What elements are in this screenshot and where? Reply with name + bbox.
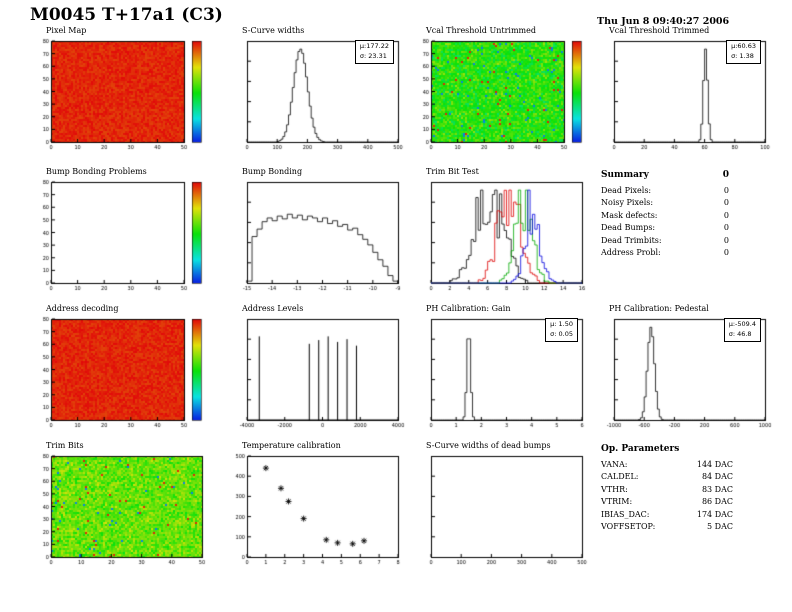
panel-temperature-calibration: Temperature calibration — [230, 441, 408, 573]
op-parameter-value: 84 DAC — [701, 472, 733, 482]
summary-label: Dead Pixels: — [601, 186, 652, 195]
summary-label: Dead Bumps: — [601, 223, 656, 233]
timestamp: Thu Jun 8 09:40:27 2006 — [597, 16, 730, 27]
summary-value: 0 — [723, 235, 729, 245]
panel-vcal-threshold-trimmed: Vcal Threshold Trimmed μ:60.63 σ: 1.38 — [597, 26, 775, 158]
panel-scurve-widths-dead-bumps: S-Curve widths of dead bumps — [414, 441, 592, 573]
summary-row: Noisy Pixels: 0 — [601, 197, 729, 209]
summary-header: Summary 0 — [601, 170, 729, 180]
summary-label: Address Probl: — [601, 247, 661, 257]
panel-title: S-Curve widths of dead bumps — [426, 441, 551, 450]
stats-box: μ: 1.50 σ: 0.05 — [545, 318, 578, 342]
panel-title: Pixel Map — [46, 26, 87, 35]
stats-box: μ:-509.4 σ: 46.8 — [723, 318, 761, 342]
summary-block: Summary 0 Dead Pixels: 0 Noisy Pixels: 0… — [601, 170, 729, 259]
trim-bit-test-plot — [414, 178, 590, 294]
op-parameter-value: 144 DAC — [696, 460, 733, 469]
stat-mean: μ:177.22 — [359, 42, 389, 50]
stat-mean: μ: 1.50 — [550, 320, 573, 328]
address-levels-plot — [230, 315, 406, 431]
stat-mean: μ:60.63 — [731, 42, 756, 50]
op-parameter-row: IBIAS_DAC: 174 DAC — [601, 509, 733, 521]
op-parameter-row: VTHR: 83 DAC — [601, 484, 733, 496]
panel-bump-bonding: Bump Bonding — [230, 167, 408, 299]
page-title: M0045 T+17a1 (C3) — [30, 5, 223, 25]
panel-title: Bump Bonding — [242, 167, 303, 176]
address-decoding-plot — [34, 315, 210, 431]
summary-row: Dead Trimbits: 0 — [601, 235, 729, 247]
panel-title: PH Calibration: Pedestal — [609, 304, 709, 313]
stat-sigma: σ: 46.8 — [728, 329, 752, 338]
op-parameter-value: 86 DAC — [701, 497, 733, 507]
panel-trim-bits: Trim Bits — [34, 441, 212, 573]
summary-row: Dead Bumps: 0 — [601, 222, 729, 234]
panel-vcal-threshold-untrimmed: Vcal Threshold Untrimmed — [414, 26, 592, 158]
summary-label: Dead Trimbits: — [601, 235, 662, 245]
panel-scurve-widths: S-Curve widths μ:177.22 σ: 23.31 — [230, 26, 408, 158]
panel-title: Vcal Threshold Trimmed — [609, 26, 710, 35]
summary-row: Dead Pixels: 0 — [601, 185, 729, 197]
panel-title: Vcal Threshold Untrimmed — [426, 26, 536, 35]
op-parameter-value: 5 DAC — [707, 521, 733, 531]
bump-bonding-problems-plot — [34, 178, 210, 294]
op-parameter-label: VTRIM: — [601, 497, 633, 507]
stats-box: μ:60.63 σ: 1.38 — [726, 40, 761, 64]
op-parameter-row: VTRIM: 86 DAC — [601, 496, 733, 508]
op-parameter-label: VANA: — [601, 460, 628, 469]
summary-value: 0 — [723, 223, 729, 233]
panel-title: PH Calibration: Gain — [426, 304, 511, 313]
panel-address-decoding: Address decoding — [34, 304, 212, 436]
op-parameter-label: IBIAS_DAC: — [601, 509, 650, 519]
summary-title: Summary — [601, 170, 649, 180]
panel-title: Address Levels — [242, 304, 304, 313]
summary-value: 0 — [723, 198, 729, 208]
panel-address-levels: Address Levels — [230, 304, 408, 436]
op-parameter-row: VANA: 144 DAC — [601, 459, 733, 471]
panel-title: Address decoding — [46, 304, 119, 313]
op-parameter-value: 83 DAC — [701, 484, 733, 494]
panel-trim-bit-test: Trim Bit Test — [414, 167, 592, 299]
panel-pixel-map: Pixel Map — [34, 26, 212, 158]
panel-title: Trim Bits — [46, 441, 84, 450]
summary-value: 0 — [723, 186, 729, 195]
temperature-calibration-plot — [230, 452, 406, 568]
panel-bump-bonding-problems: Bump Bonding Problems — [34, 167, 212, 299]
summary-total: 0 — [722, 170, 729, 180]
op-parameter-row: VOFFSETOP: 5 DAC — [601, 521, 733, 533]
op-parameters-header: Op. Parameters — [601, 444, 733, 454]
scurve-widths-dead-bumps-plot — [414, 452, 590, 568]
panel-ph-calibration-pedestal: PH Calibration: Pedestal μ:-509.4 σ: 46.… — [597, 304, 775, 436]
stat-sigma: σ: 0.05 — [550, 329, 573, 338]
summary-row: Mask defects: 0 — [601, 210, 729, 222]
pixel-map-plot — [34, 37, 210, 153]
summary-label: Noisy Pixels: — [601, 198, 654, 208]
op-parameters-block: Op. Parameters VANA: 144 DAC CALDEL: 84 … — [601, 444, 733, 533]
op-parameter-label: VTHR: — [601, 484, 628, 494]
stat-mean: μ:-509.4 — [728, 320, 756, 328]
panel-ph-calibration-gain: PH Calibration: Gain μ: 1.50 σ: 0.05 — [414, 304, 592, 436]
stat-sigma: σ: 23.31 — [359, 51, 387, 60]
summary-row: Address Probl: 0 — [601, 247, 729, 259]
stat-sigma: σ: 1.38 — [731, 51, 754, 60]
panel-title: Trim Bit Test — [426, 167, 479, 176]
vcal-threshold-untrimmed-plot — [414, 37, 590, 153]
panel-title: Bump Bonding Problems — [46, 167, 147, 176]
panel-title: S-Curve widths — [242, 26, 305, 35]
op-parameter-label: VOFFSETOP: — [601, 521, 656, 531]
summary-value: 0 — [723, 210, 729, 220]
op-parameter-value: 174 DAC — [696, 509, 733, 519]
op-parameter-row: CALDEL: 84 DAC — [601, 471, 733, 483]
summary-label: Mask defects: — [601, 210, 658, 220]
op-parameter-label: CALDEL: — [601, 472, 639, 482]
panel-title: Temperature calibration — [242, 441, 341, 450]
summary-value: 0 — [723, 247, 729, 257]
trim-bits-plot — [34, 452, 210, 568]
bump-bonding-plot — [230, 178, 406, 294]
stats-box: μ:177.22 σ: 23.31 — [354, 40, 394, 64]
op-parameters-title: Op. Parameters — [601, 444, 680, 454]
